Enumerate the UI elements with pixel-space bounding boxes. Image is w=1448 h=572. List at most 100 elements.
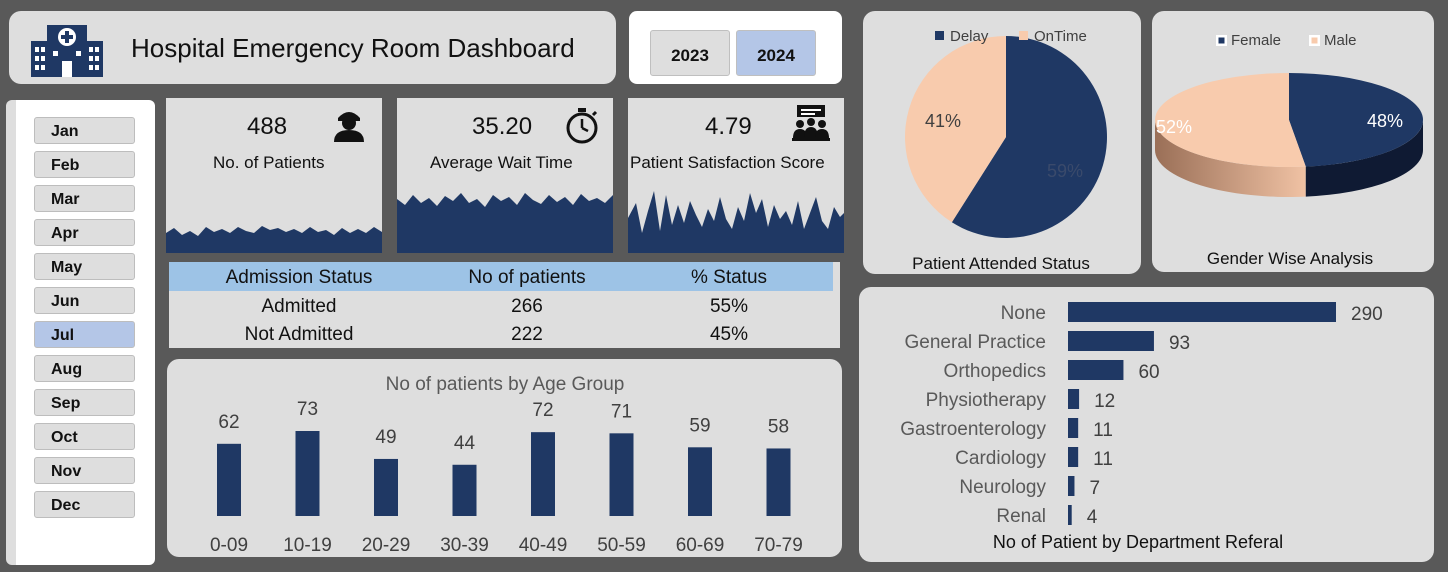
age-category-label: 60-69: [676, 535, 725, 556]
age-category-label: 0-09: [210, 535, 248, 556]
department-chart-panel: None 290 General Practice 93 Orthopedics 60 Ph…: [859, 287, 1434, 562]
age-bar-label: 73: [297, 399, 318, 420]
dept-bar-none: [1068, 302, 1336, 322]
dept-bar-label: 60: [1138, 362, 1159, 383]
admission-row-1-count: 266: [511, 296, 543, 317]
stopwatch-icon: [566, 108, 598, 144]
attended-status-chart: 59% 41% Delay OnTime Patient Attended Status: [905, 28, 1107, 273]
year-button-2024[interactable]: 2024: [736, 30, 816, 76]
dept-category-label: Gastroenterology: [900, 419, 1046, 440]
dept-bar-physiotherapy: [1068, 389, 1080, 409]
month-button-jul[interactable]: Jul: [34, 321, 135, 348]
age-bar-label: 59: [689, 415, 710, 436]
attended-status-panel: 59% 41% Delay OnTime Patient Attended Status: [863, 11, 1141, 274]
dept-bar-cardiology: [1068, 447, 1079, 467]
age-bar-10-19: [295, 431, 320, 516]
kpi-satisfaction-value: 4.79: [705, 113, 752, 140]
age-chart-title: No of patients by Age Group: [386, 374, 625, 395]
month-button-sep[interactable]: Sep: [34, 389, 135, 416]
department-chart-title: No of Patient by Department Referal: [993, 532, 1283, 552]
dept-bar-orthopedics: [1068, 360, 1124, 380]
admission-header-percent: % Status: [690, 267, 768, 288]
legend-swatch-delay: [935, 31, 944, 40]
age-bar-label: 71: [611, 401, 632, 422]
age-bar-label: 49: [375, 427, 396, 448]
admission-row-1-percent: 55%: [709, 296, 749, 317]
pie-label-female: 48%: [1367, 111, 1403, 131]
dept-category-label: Renal: [996, 506, 1046, 527]
age-bar-40-49: [531, 432, 555, 516]
pie-slice-delay: [951, 36, 1107, 238]
age-group-chart: No of patients by Age Group 62 0-09 73 10-19…: [210, 374, 803, 556]
age-bar-70-79: [766, 448, 791, 516]
age-bar-label: 72: [532, 400, 553, 421]
dept-bar-label: 12: [1094, 391, 1115, 412]
admission-table: Admission Status No of patients % Status…: [169, 262, 840, 348]
legend-label-ontime: OnTime: [1034, 28, 1087, 45]
pie-slice-female: [1289, 73, 1423, 167]
legend-swatch-ontime: [1019, 31, 1028, 40]
patient-icon: [334, 112, 364, 142]
gender-chart-title: Gender Wise Analysis: [1207, 249, 1373, 268]
kpi-patients-value: 488: [247, 113, 288, 140]
kpi-wait-card: 35.20 Average Wait Time: [397, 98, 613, 253]
dept-category-label: Physiotherapy: [926, 390, 1047, 411]
age-category-label: 20-29: [362, 535, 411, 556]
legend-label-delay: Delay: [950, 28, 989, 45]
age-bar-30-39: [452, 464, 477, 516]
month-button-jan[interactable]: Jan: [34, 117, 135, 144]
kpi-satisfaction-card: 4.79 Patient Satisfaction Score: [628, 98, 844, 253]
dept-category-label: Cardiology: [955, 448, 1046, 469]
kpi-wait-sparkline: [397, 193, 613, 253]
dept-category-label: Orthopedics: [944, 361, 1046, 382]
legend-label-male: Male: [1324, 32, 1357, 49]
legend-swatch-male-inner: [1311, 37, 1318, 44]
age-bar-0-09: [217, 443, 241, 516]
age-category-label: 70-79: [754, 535, 803, 556]
dept-bar-gastroenterology: [1068, 418, 1079, 438]
month-button-dec[interactable]: Dec: [34, 491, 135, 518]
month-button-oct[interactable]: Oct: [34, 423, 135, 450]
admission-row-2-percent: 45%: [709, 324, 749, 345]
page-title: Hospital Emergency Room Dashboard: [131, 33, 575, 63]
legend-swatch-female-inner: [1218, 37, 1225, 44]
age-category-label: 10-19: [283, 535, 332, 556]
kpi-patients-sparkline: [166, 226, 382, 253]
month-button-feb[interactable]: Feb: [34, 151, 135, 178]
dept-bar-label: 290: [1351, 304, 1383, 325]
kpi-patients-card: 488 No. of Patients: [166, 98, 382, 253]
month-button-may[interactable]: May: [34, 253, 135, 280]
year-button-2023[interactable]: 2023: [650, 30, 730, 76]
dept-bar-neurology: [1068, 476, 1075, 496]
dept-bar-label: 4: [1087, 507, 1098, 528]
admission-row-2-count: 222: [511, 324, 543, 345]
hospital-icon: [31, 25, 103, 77]
month-button-mar[interactable]: Mar: [34, 185, 135, 212]
age-bar-60-69: [688, 447, 712, 516]
age-category-label: 30-39: [440, 535, 489, 556]
month-button-aug[interactable]: Aug: [34, 355, 135, 382]
dept-bar-renal: [1068, 505, 1072, 525]
dept-category-label: Neurology: [959, 477, 1046, 498]
age-category-label: 50-59: [597, 535, 646, 556]
age-bar-label: 44: [454, 433, 476, 454]
pie-slice-ontime: [905, 36, 1006, 223]
month-button-apr[interactable]: Apr: [34, 219, 135, 246]
month-button-nov[interactable]: Nov: [34, 457, 135, 484]
dept-bar-label: 7: [1089, 478, 1100, 499]
department-chart: None 290 General Practice 93 Orthopedics 60 Ph…: [900, 302, 1383, 552]
month-button-jun[interactable]: Jun: [34, 287, 135, 314]
gender-panel: 48% 52% Female Male Gender Wise Analysis: [1152, 11, 1434, 272]
pie-label-delay: 59%: [1047, 161, 1083, 181]
kpi-satisfaction-sparkline: [628, 191, 844, 253]
age-bar-label: 58: [768, 416, 789, 437]
meeting-icon: [792, 105, 830, 141]
pie-label-ontime: 41%: [925, 111, 961, 131]
kpi-wait-label: Average Wait Time: [430, 153, 573, 172]
admission-row-1-status: Admitted: [261, 296, 337, 317]
age-category-label: 40-49: [519, 535, 568, 556]
attended-status-title: Patient Attended Status: [912, 254, 1090, 273]
admission-table-header: [169, 262, 833, 291]
legend-label-female: Female: [1231, 32, 1281, 49]
gender-chart: 48% 52% Female Male Gender Wise Analysis: [1155, 32, 1423, 268]
